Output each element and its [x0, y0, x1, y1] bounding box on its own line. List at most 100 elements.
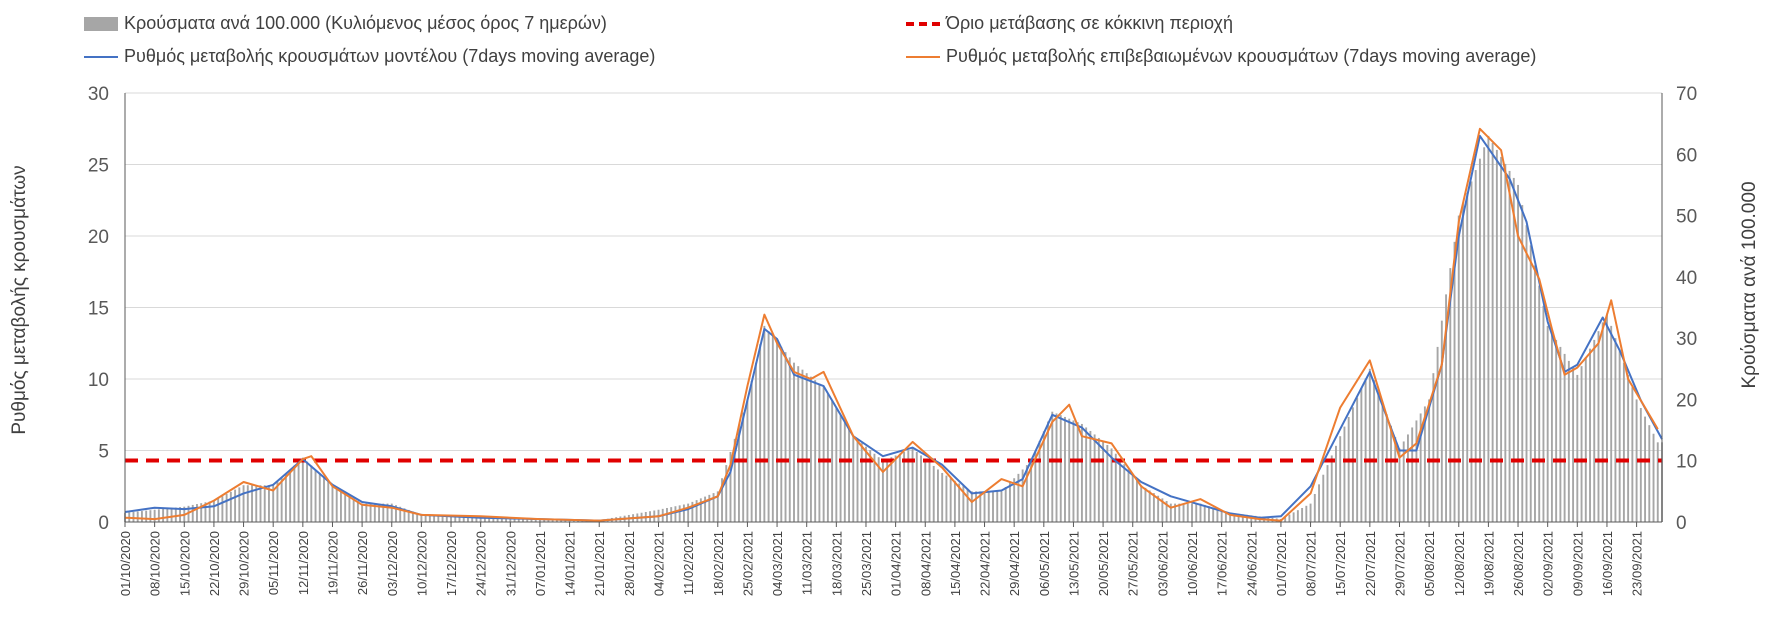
bar [272, 485, 275, 522]
bar [1385, 414, 1388, 522]
bar [1500, 156, 1503, 523]
bar [1580, 366, 1583, 522]
bar [1339, 436, 1342, 522]
bar [771, 336, 774, 522]
bar [500, 517, 503, 522]
bar [928, 462, 931, 522]
bar [1572, 367, 1575, 522]
bar [390, 503, 393, 522]
bar [1462, 204, 1464, 522]
right-tick-label: 70 [1676, 84, 1697, 105]
bar [416, 513, 419, 522]
bar [1229, 512, 1232, 522]
bar [1038, 441, 1041, 522]
bar [1161, 498, 1164, 522]
bar [407, 509, 410, 522]
bar [873, 453, 876, 522]
bar [1593, 339, 1596, 522]
bar [238, 487, 241, 522]
bar [1635, 399, 1638, 522]
x-tick-label: 08/04/2021 [918, 531, 933, 596]
bar [1119, 458, 1121, 522]
legend-swatch-model [84, 56, 118, 59]
bar [1313, 493, 1316, 522]
bar [327, 481, 330, 522]
bar [1550, 332, 1553, 522]
bar [149, 510, 152, 522]
bar [1186, 503, 1189, 522]
bar [496, 517, 499, 522]
bar [318, 473, 321, 522]
bar [788, 357, 791, 522]
bar [259, 485, 262, 522]
bar [509, 518, 512, 522]
bar [818, 383, 821, 522]
x-tick-label: 22/07/2021 [1363, 531, 1378, 596]
bar [234, 489, 237, 522]
bar [1072, 420, 1075, 522]
bar [1068, 418, 1071, 522]
bar [1567, 360, 1570, 522]
bar [996, 491, 999, 522]
bar [1000, 491, 1003, 522]
bar [1089, 430, 1092, 522]
x-tick-label: 10/06/2021 [1185, 531, 1200, 596]
bar [166, 508, 169, 522]
bar [1373, 380, 1376, 522]
x-tick-label: 26/08/2021 [1511, 531, 1526, 596]
right-tick-label: 0 [1676, 513, 1687, 534]
bar [314, 469, 317, 522]
bar [462, 516, 465, 522]
bar [843, 422, 846, 522]
bar [814, 380, 817, 522]
bar [1080, 423, 1083, 522]
x-tick-label: 01/07/2021 [1274, 531, 1289, 596]
bar [848, 429, 850, 522]
bar [1453, 241, 1456, 522]
bar [750, 381, 753, 522]
bar [1394, 437, 1397, 522]
bar [1008, 482, 1011, 522]
bar [534, 518, 537, 522]
bar [1360, 388, 1363, 522]
bar [721, 478, 723, 522]
bar [767, 331, 770, 522]
bar [763, 325, 766, 522]
bar [1123, 464, 1126, 522]
bar [361, 503, 364, 522]
bar [450, 515, 452, 522]
bar [217, 498, 220, 522]
x-tick-label: 06/05/2021 [1037, 531, 1052, 596]
x-tick-label: 22/04/2021 [978, 531, 993, 596]
bar [1656, 442, 1659, 522]
bar [246, 485, 249, 522]
bar [335, 487, 338, 522]
legend-item-model: Ρυθμός μεταβολής κρουσμάτων μοντέλου (7d… [84, 46, 655, 67]
bar [356, 500, 359, 522]
bar [162, 508, 165, 522]
bar [1131, 474, 1134, 522]
bar [1034, 450, 1037, 522]
bar [894, 455, 897, 522]
right-tick-label: 30 [1676, 329, 1697, 350]
x-tick-label: 07/01/2021 [533, 531, 548, 596]
bar [1030, 460, 1033, 522]
bar [1021, 469, 1024, 522]
bar [725, 465, 728, 522]
bar [136, 511, 139, 522]
bar [268, 485, 270, 522]
left-tick-label: 15 [88, 299, 109, 320]
bar [276, 481, 279, 522]
bar [708, 494, 711, 522]
right-tick-label: 10 [1676, 452, 1697, 473]
x-tick-label: 08/10/2020 [148, 531, 163, 596]
bar [1110, 448, 1113, 522]
bar [979, 491, 982, 522]
bar [551, 519, 554, 522]
bar [987, 491, 990, 522]
x-tick-label: 19/08/2021 [1481, 531, 1496, 596]
bar [1525, 225, 1528, 523]
bar [1487, 135, 1490, 522]
bar [1106, 444, 1109, 522]
x-tick-label: 15/10/2020 [177, 531, 192, 596]
